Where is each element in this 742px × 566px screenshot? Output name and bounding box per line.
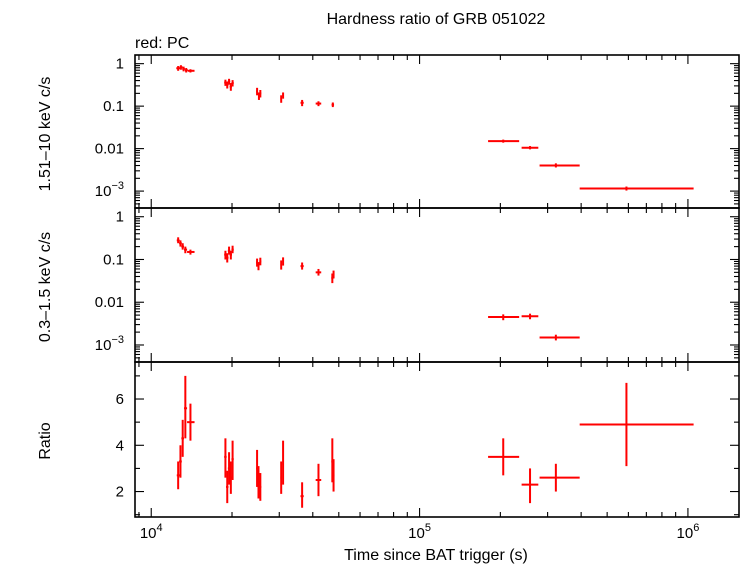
data-point (231, 245, 234, 254)
data-point (579, 186, 694, 191)
panel-2-frame (134, 207, 740, 363)
x-tick-label: 105 (408, 522, 431, 542)
x-tick-label: 106 (677, 522, 700, 542)
data-point (224, 79, 227, 86)
data-point (231, 440, 234, 480)
data-point (257, 262, 260, 271)
panel-1: 1 0.1 0.01 10−3 (95, 54, 740, 209)
y-tick-label: 1 (116, 56, 124, 73)
data-point (539, 334, 580, 341)
data-point (184, 375, 188, 439)
data-point (187, 69, 195, 73)
y-tick-label: 0.1 (103, 251, 124, 268)
y-tick-label: 0.01 (95, 294, 124, 311)
data-point (259, 257, 262, 266)
data-point (300, 99, 304, 107)
data-point (187, 249, 195, 255)
y-tick-label: 1 (116, 209, 124, 226)
data-point (176, 66, 180, 71)
data-point (282, 92, 285, 99)
data-point (259, 473, 262, 501)
x-tick-label: 104 (140, 522, 163, 542)
y-tick-label: 2 (116, 484, 124, 501)
y-tick-label: 10−3 (95, 180, 124, 200)
data-point (187, 403, 195, 441)
panel-3: 2 4 6 (116, 361, 740, 518)
data-point (280, 95, 283, 103)
data-point (256, 87, 259, 96)
data-point (332, 459, 335, 492)
y-tick-label: 6 (116, 391, 124, 408)
y-tick-label: 0.01 (95, 141, 124, 158)
data-point (521, 146, 539, 150)
data-point (231, 80, 234, 87)
y-tick-label: 4 (116, 437, 124, 454)
y-tick-label: 0.1 (103, 98, 124, 115)
data-point (488, 438, 520, 476)
data-point (224, 250, 227, 260)
data-point (226, 253, 229, 263)
data-point (539, 163, 580, 168)
data-point (315, 101, 322, 107)
panel-3-frame (134, 361, 740, 518)
y-tick-label: 10−3 (95, 334, 124, 354)
x-axis-label: Time since BAT trigger (s) (344, 547, 528, 564)
data-point (332, 270, 335, 279)
data-point (280, 260, 283, 270)
data-point (521, 313, 539, 320)
data-point (315, 463, 322, 497)
data-point (226, 81, 229, 89)
data-point (182, 66, 185, 72)
data-point (280, 461, 283, 494)
data-point (184, 246, 188, 254)
data-point (224, 438, 227, 478)
y-axis-label-panel-3: Ratio (37, 422, 54, 459)
data-point (179, 445, 182, 478)
data-point (176, 237, 180, 244)
data-point (259, 89, 262, 98)
data-point (300, 482, 304, 508)
data-point (488, 139, 520, 143)
data-point (179, 240, 182, 247)
data-point (521, 468, 539, 504)
data-point (315, 268, 322, 276)
data-point (227, 78, 231, 85)
data-point (181, 419, 185, 457)
data-point (331, 102, 335, 108)
legend-text: red: PC (135, 35, 189, 52)
panel-1-frame (134, 54, 740, 209)
data-point (184, 68, 188, 73)
data-point (579, 382, 694, 467)
y-axis-label-panel-1: 1.51–10 keV c/s (37, 77, 54, 192)
data-point (300, 262, 304, 270)
data-point (176, 461, 180, 490)
data-point (282, 257, 285, 266)
data-point (539, 463, 580, 492)
panel-2: 1 0.1 0.01 10−3 (95, 207, 740, 363)
chart-title: Hardness ratio of GRB 051022 (327, 11, 546, 28)
y-axis-label-panel-2: 0.3–1.5 keV c/s (37, 232, 54, 342)
data-point (257, 466, 260, 499)
data-point (488, 314, 520, 321)
data-point (226, 470, 229, 504)
data-point (282, 440, 285, 485)
data-point (181, 243, 185, 250)
data-point (179, 65, 183, 70)
data-point (229, 250, 233, 260)
